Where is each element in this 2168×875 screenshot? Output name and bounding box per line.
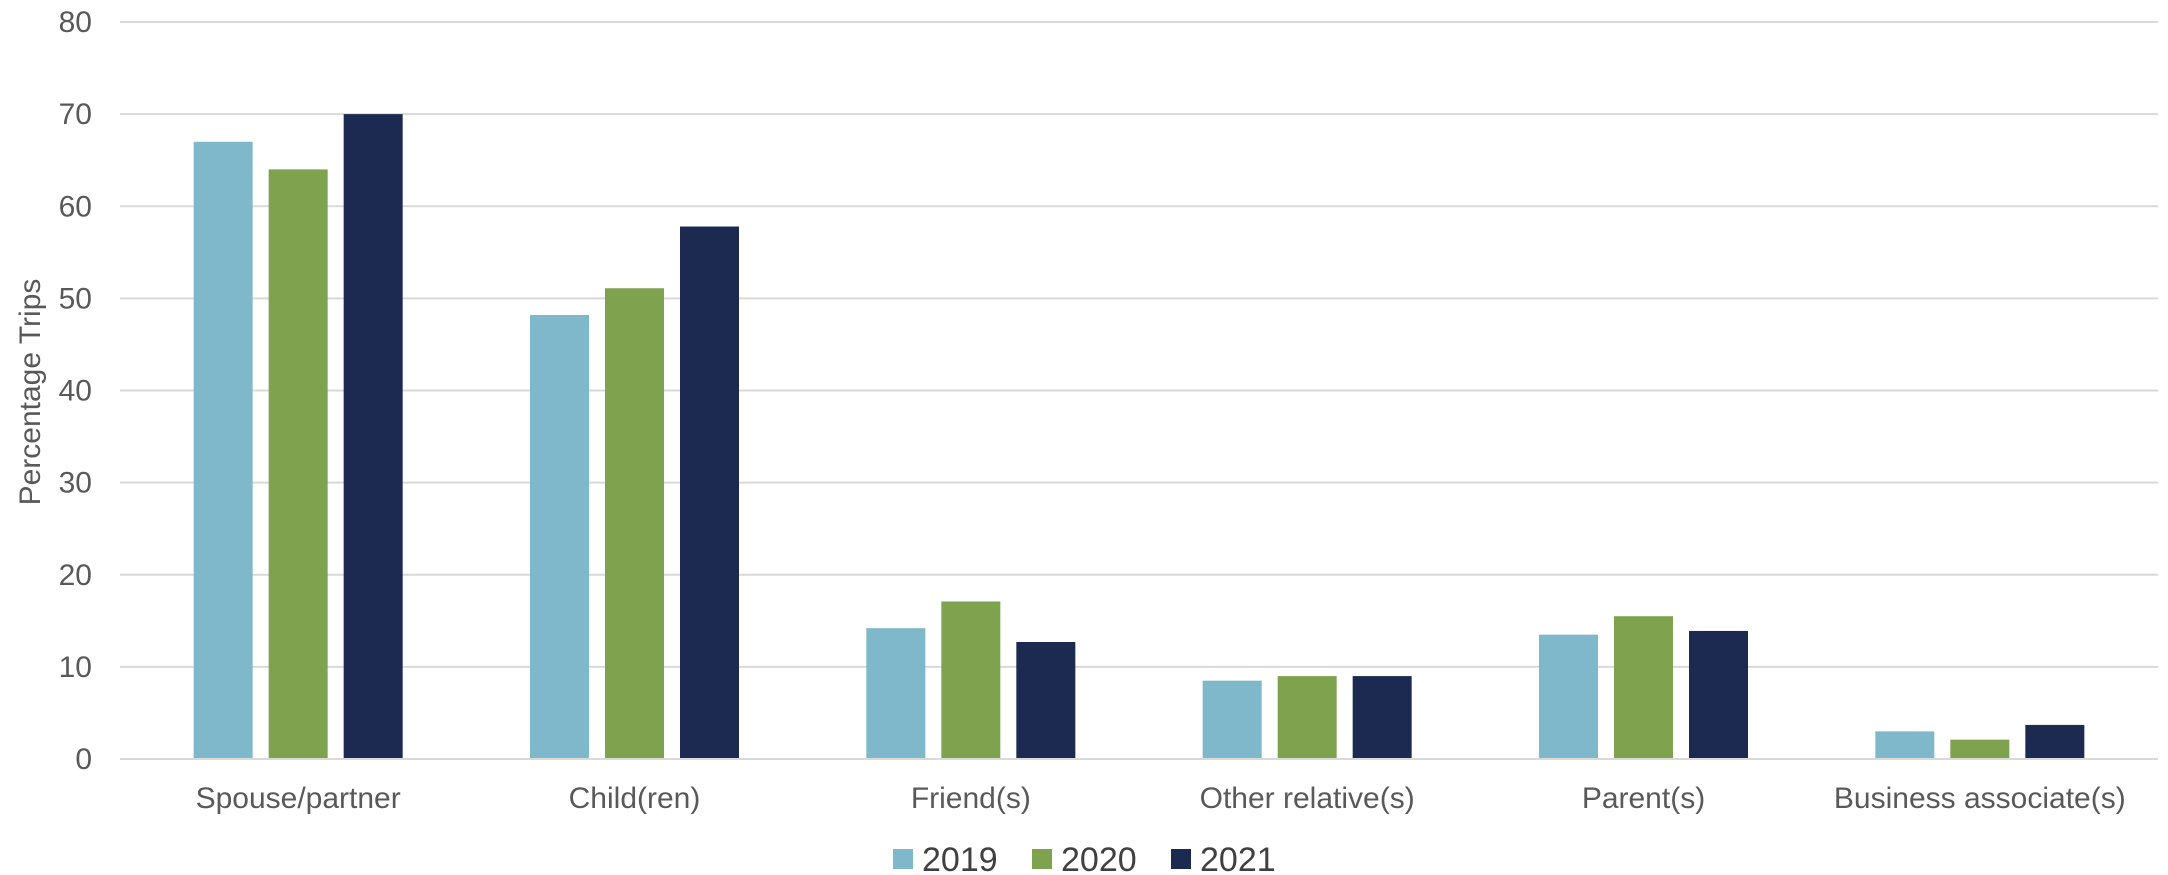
legend-swatch-2019 — [893, 849, 913, 869]
bar-2021-3 — [1352, 676, 1412, 759]
y-tick-label: 80 — [59, 6, 92, 39]
legend-label: 2019 — [922, 841, 998, 875]
legend-swatch-2021 — [1171, 849, 1191, 869]
y-axis-title: Percentage Trips — [14, 279, 47, 506]
y-tick-label: 10 — [59, 651, 92, 684]
y-tick-label: 60 — [59, 190, 92, 223]
legend-label: 2021 — [1200, 841, 1276, 875]
y-tick-label: 0 — [75, 743, 92, 776]
bar-2021-1 — [680, 226, 739, 759]
x-axis-categories: Spouse/partner Child(ren) Friend(s) Other r… — [196, 782, 2126, 815]
bar-2020-5 — [1950, 739, 2010, 759]
bar-2021-0 — [343, 114, 403, 759]
gridlines — [120, 21, 2158, 668]
bar-2019-5 — [1875, 731, 1935, 759]
x-category-label: Other relative(s) — [1200, 782, 1415, 815]
bar-2019-4 — [1539, 634, 1598, 759]
bar-2019-0 — [193, 141, 253, 759]
bars — [193, 114, 2085, 759]
legend: 2019 2020 2021 — [893, 841, 1276, 875]
bar-2019-1 — [530, 314, 589, 759]
x-category-label: Business associate(s) — [1834, 782, 2126, 815]
bar-2020-1 — [605, 288, 664, 759]
x-category-label: Spouse/partner — [196, 782, 401, 815]
bar-2020-4 — [1614, 616, 1673, 759]
legend-label: 2020 — [1061, 841, 1137, 875]
y-tick-label: 40 — [59, 375, 92, 408]
x-category-label: Friend(s) — [911, 782, 1031, 815]
bar-2020-0 — [268, 169, 328, 759]
y-axis-ticks: 0 10 20 30 40 50 60 70 80 — [59, 6, 92, 776]
y-tick-label: 20 — [59, 559, 92, 592]
bar-2019-2 — [866, 628, 926, 759]
y-tick-label: 30 — [59, 467, 92, 500]
y-tick-label: 70 — [59, 98, 92, 131]
bar-2021-4 — [1689, 630, 1748, 759]
bar-2019-3 — [1202, 680, 1262, 759]
y-tick-label: 50 — [59, 282, 92, 315]
x-category-label: Child(ren) — [569, 782, 701, 815]
bar-2020-3 — [1277, 676, 1337, 759]
bar-2021-2 — [1016, 642, 1076, 759]
bar-2020-2 — [941, 601, 1001, 759]
legend-swatch-2020 — [1032, 849, 1052, 869]
bar-2021-5 — [2025, 724, 2085, 759]
x-category-label: Parent(s) — [1582, 782, 1705, 815]
